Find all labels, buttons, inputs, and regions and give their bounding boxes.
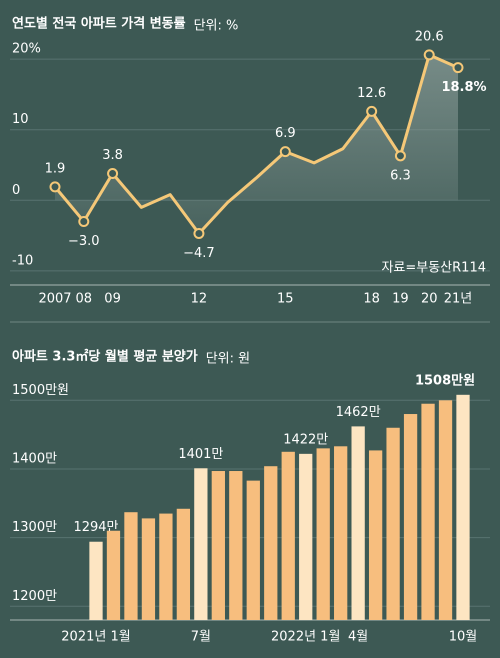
- marker: [452, 62, 464, 74]
- x-tick-label: 15: [277, 292, 294, 307]
- bar: [246, 480, 260, 620]
- y-tick-label: -10: [12, 253, 33, 268]
- source: 자료=부동산R114: [381, 261, 486, 276]
- bar: [176, 508, 191, 620]
- bar: [106, 530, 121, 620]
- data-label: 3.8: [102, 148, 123, 163]
- data-label: 1462만: [336, 405, 381, 420]
- x-tick-label: 2007: [38, 292, 71, 307]
- bar: [456, 394, 470, 620]
- x-tick-label: 20: [421, 292, 438, 307]
- bar: [264, 466, 278, 620]
- x-tick-label: 10월: [449, 630, 478, 645]
- y-tick-label: 20%: [12, 42, 41, 57]
- y-tick-label: 1500만원: [12, 383, 69, 398]
- bar: [316, 448, 330, 620]
- data-label: 20.6: [415, 29, 444, 44]
- marker: [279, 146, 291, 158]
- data-label: 1401만: [178, 447, 223, 462]
- marker: [423, 49, 435, 61]
- y-tick-label: 10: [12, 112, 29, 127]
- bar: [124, 512, 138, 620]
- bar: [281, 451, 295, 620]
- data-label: 1422만: [283, 432, 328, 447]
- bar: [421, 403, 435, 620]
- data-label: 6.3: [390, 168, 411, 183]
- data-label: 18.8%: [441, 80, 486, 95]
- marker: [394, 150, 406, 162]
- x-tick-label: 18: [363, 292, 380, 307]
- data-label: −4.7: [183, 246, 215, 261]
- data-label: 1508만원: [415, 372, 475, 388]
- y-tick-label: 1200만: [12, 589, 57, 604]
- bar: [438, 400, 453, 620]
- bar: [194, 468, 208, 620]
- bar: [386, 427, 400, 620]
- chart-title: 연도별 전국 아파트 가격 변동률: [12, 16, 186, 32]
- x-tick-label: 7월: [191, 630, 211, 645]
- bar: [334, 446, 348, 620]
- x-tick-label: 19: [392, 292, 409, 307]
- chart-title: 아파트 3.3㎡당 월별 평균 분양가: [12, 349, 198, 365]
- x-tick-label: 12: [191, 292, 208, 307]
- bar: [159, 513, 173, 620]
- chart-subtitle: 단위: %: [194, 19, 239, 34]
- data-label: 12.6: [357, 86, 386, 101]
- bar: [351, 426, 365, 620]
- bar: [141, 518, 156, 620]
- y-tick-label: 1300만: [12, 520, 57, 535]
- marker: [193, 227, 205, 239]
- bar: [403, 414, 418, 620]
- chart-subtitle: 단위: 원: [206, 352, 250, 367]
- x-tick-label: 08: [76, 292, 93, 307]
- marker: [366, 105, 378, 117]
- x-tick-label: 2021년 1월: [61, 630, 130, 645]
- x-tick-label: 09: [104, 292, 121, 307]
- bar: [299, 453, 313, 620]
- x-tick-label: 21년: [444, 292, 473, 307]
- marker: [49, 181, 61, 193]
- x-tick-label: 4월: [348, 630, 368, 645]
- marker: [78, 215, 90, 227]
- data-label: 1.9: [45, 161, 66, 176]
- y-tick-label: 1400만: [12, 451, 57, 466]
- bar: [368, 450, 383, 620]
- x-tick-label: 2022년 1월: [271, 630, 340, 645]
- bar: [89, 541, 103, 620]
- area: [55, 54, 458, 234]
- data-label: −3.0: [68, 234, 100, 249]
- bar: [229, 471, 243, 620]
- line: [53, 53, 459, 235]
- marker: [107, 167, 119, 179]
- data-label: 6.9: [275, 126, 296, 141]
- bar: [211, 471, 225, 620]
- y-tick-label: 0: [12, 183, 20, 198]
